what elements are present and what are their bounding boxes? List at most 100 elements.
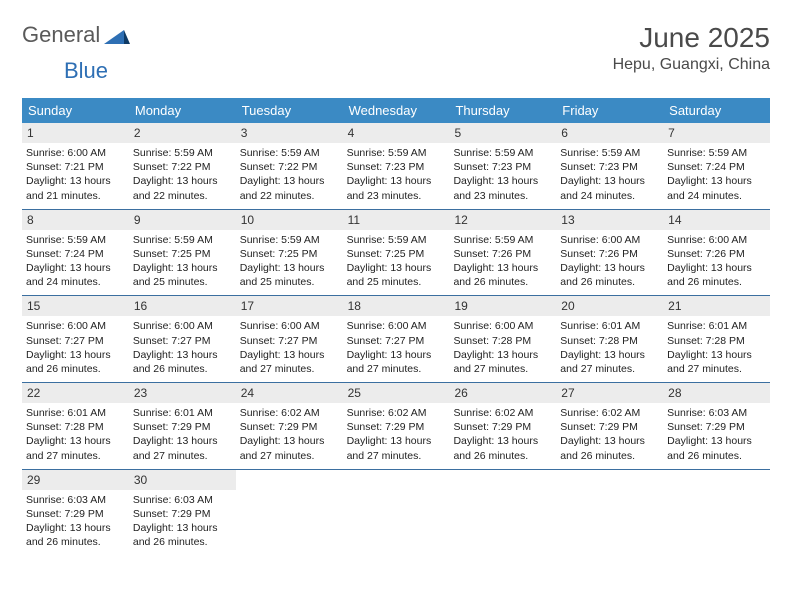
calendar-cell: 26Sunrise: 6:02 AMSunset: 7:29 PMDayligh…	[449, 383, 556, 469]
calendar-cell: 7Sunrise: 5:59 AMSunset: 7:24 PMDaylight…	[663, 123, 770, 209]
day-number: 21	[663, 296, 770, 316]
calendar: SundayMondayTuesdayWednesdayThursdayFrid…	[22, 98, 770, 555]
day-number: 22	[22, 383, 129, 403]
day-number: 27	[556, 383, 663, 403]
day-details: Sunrise: 5:59 AMSunset: 7:26 PMDaylight:…	[449, 230, 556, 290]
day-details: Sunrise: 6:01 AMSunset: 7:29 PMDaylight:…	[129, 403, 236, 463]
day-of-week-header: Friday	[556, 98, 663, 123]
calendar-week: 1Sunrise: 6:00 AMSunset: 7:21 PMDaylight…	[22, 123, 770, 210]
calendar-week: 29Sunrise: 6:03 AMSunset: 7:29 PMDayligh…	[22, 470, 770, 556]
day-details: Sunrise: 6:00 AMSunset: 7:28 PMDaylight:…	[449, 316, 556, 376]
calendar-cell: .....	[556, 470, 663, 556]
day-details: Sunrise: 5:59 AMSunset: 7:23 PMDaylight:…	[556, 143, 663, 203]
calendar-cell: 5Sunrise: 5:59 AMSunset: 7:23 PMDaylight…	[449, 123, 556, 209]
day-number: 8	[22, 210, 129, 230]
day-number: 3	[236, 123, 343, 143]
calendar-cell: 27Sunrise: 6:02 AMSunset: 7:29 PMDayligh…	[556, 383, 663, 469]
day-number: 2	[129, 123, 236, 143]
day-details: Sunrise: 6:01 AMSunset: 7:28 PMDaylight:…	[663, 316, 770, 376]
day-details: Sunrise: 6:02 AMSunset: 7:29 PMDaylight:…	[343, 403, 450, 463]
day-number: 5	[449, 123, 556, 143]
brand-logo: General	[22, 22, 130, 48]
day-details: Sunrise: 6:01 AMSunset: 7:28 PMDaylight:…	[22, 403, 129, 463]
day-number: 23	[129, 383, 236, 403]
day-details: Sunrise: 5:59 AMSunset: 7:25 PMDaylight:…	[236, 230, 343, 290]
day-number: 4	[343, 123, 450, 143]
calendar-cell: 2Sunrise: 5:59 AMSunset: 7:22 PMDaylight…	[129, 123, 236, 209]
day-details: Sunrise: 5:59 AMSunset: 7:22 PMDaylight:…	[129, 143, 236, 203]
calendar-cell: .....	[449, 470, 556, 556]
calendar-cell: 23Sunrise: 6:01 AMSunset: 7:29 PMDayligh…	[129, 383, 236, 469]
calendar-cell: 3Sunrise: 5:59 AMSunset: 7:22 PMDaylight…	[236, 123, 343, 209]
calendar-cell: 6Sunrise: 5:59 AMSunset: 7:23 PMDaylight…	[556, 123, 663, 209]
day-of-week-header: Tuesday	[236, 98, 343, 123]
calendar-cell: 22Sunrise: 6:01 AMSunset: 7:28 PMDayligh…	[22, 383, 129, 469]
day-number: 6	[556, 123, 663, 143]
calendar-cell: 20Sunrise: 6:01 AMSunset: 7:28 PMDayligh…	[556, 296, 663, 382]
title-location: Hepu, Guangxi, China	[613, 56, 770, 74]
day-details: Sunrise: 6:02 AMSunset: 7:29 PMDaylight:…	[236, 403, 343, 463]
day-number: 1	[22, 123, 129, 143]
calendar-cell: 14Sunrise: 6:00 AMSunset: 7:26 PMDayligh…	[663, 210, 770, 296]
day-details: Sunrise: 6:02 AMSunset: 7:29 PMDaylight:…	[556, 403, 663, 463]
day-number: 18	[343, 296, 450, 316]
day-of-week-header: Sunday	[22, 98, 129, 123]
calendar-cell: .....	[343, 470, 450, 556]
brand-word-general: General	[22, 22, 100, 48]
day-number: 14	[663, 210, 770, 230]
calendar-cell: 12Sunrise: 5:59 AMSunset: 7:26 PMDayligh…	[449, 210, 556, 296]
calendar-cell: 1Sunrise: 6:00 AMSunset: 7:21 PMDaylight…	[22, 123, 129, 209]
day-details: Sunrise: 5:59 AMSunset: 7:25 PMDaylight:…	[129, 230, 236, 290]
calendar-week: 22Sunrise: 6:01 AMSunset: 7:28 PMDayligh…	[22, 383, 770, 470]
day-of-week-row: SundayMondayTuesdayWednesdayThursdayFrid…	[22, 98, 770, 123]
day-number: 29	[22, 470, 129, 490]
calendar-cell: 8Sunrise: 5:59 AMSunset: 7:24 PMDaylight…	[22, 210, 129, 296]
calendar-cell: 13Sunrise: 6:00 AMSunset: 7:26 PMDayligh…	[556, 210, 663, 296]
day-details: Sunrise: 6:00 AMSunset: 7:26 PMDaylight:…	[556, 230, 663, 290]
day-details: Sunrise: 6:00 AMSunset: 7:26 PMDaylight:…	[663, 230, 770, 290]
calendar-cell: 16Sunrise: 6:00 AMSunset: 7:27 PMDayligh…	[129, 296, 236, 382]
calendar-cell: 10Sunrise: 5:59 AMSunset: 7:25 PMDayligh…	[236, 210, 343, 296]
title-block: June 2025 Hepu, Guangxi, China	[613, 22, 770, 74]
day-number: 20	[556, 296, 663, 316]
day-details: Sunrise: 6:01 AMSunset: 7:28 PMDaylight:…	[556, 316, 663, 376]
day-details: Sunrise: 5:59 AMSunset: 7:24 PMDaylight:…	[22, 230, 129, 290]
day-number: 13	[556, 210, 663, 230]
calendar-cell: 25Sunrise: 6:02 AMSunset: 7:29 PMDayligh…	[343, 383, 450, 469]
calendar-cell: 28Sunrise: 6:03 AMSunset: 7:29 PMDayligh…	[663, 383, 770, 469]
day-details: Sunrise: 6:03 AMSunset: 7:29 PMDaylight:…	[663, 403, 770, 463]
day-of-week-header: Saturday	[663, 98, 770, 123]
title-month: June 2025	[613, 22, 770, 54]
day-details: Sunrise: 5:59 AMSunset: 7:23 PMDaylight:…	[449, 143, 556, 203]
day-number: 9	[129, 210, 236, 230]
calendar-week: 8Sunrise: 5:59 AMSunset: 7:24 PMDaylight…	[22, 210, 770, 297]
day-details: Sunrise: 6:00 AMSunset: 7:27 PMDaylight:…	[129, 316, 236, 376]
day-number: 10	[236, 210, 343, 230]
day-number: 15	[22, 296, 129, 316]
day-details: Sunrise: 5:59 AMSunset: 7:23 PMDaylight:…	[343, 143, 450, 203]
calendar-cell: 4Sunrise: 5:59 AMSunset: 7:23 PMDaylight…	[343, 123, 450, 209]
day-details: Sunrise: 6:00 AMSunset: 7:27 PMDaylight:…	[236, 316, 343, 376]
day-details: Sunrise: 6:00 AMSunset: 7:27 PMDaylight:…	[22, 316, 129, 376]
calendar-cell: 17Sunrise: 6:00 AMSunset: 7:27 PMDayligh…	[236, 296, 343, 382]
day-number: 17	[236, 296, 343, 316]
day-number: 26	[449, 383, 556, 403]
calendar-cell: .....	[236, 470, 343, 556]
day-number: 19	[449, 296, 556, 316]
day-number: 12	[449, 210, 556, 230]
day-number: 30	[129, 470, 236, 490]
calendar-cell: 18Sunrise: 6:00 AMSunset: 7:27 PMDayligh…	[343, 296, 450, 382]
calendar-cell: 21Sunrise: 6:01 AMSunset: 7:28 PMDayligh…	[663, 296, 770, 382]
day-details: Sunrise: 6:00 AMSunset: 7:21 PMDaylight:…	[22, 143, 129, 203]
calendar-cell: 24Sunrise: 6:02 AMSunset: 7:29 PMDayligh…	[236, 383, 343, 469]
day-details: Sunrise: 6:02 AMSunset: 7:29 PMDaylight:…	[449, 403, 556, 463]
calendar-week: 15Sunrise: 6:00 AMSunset: 7:27 PMDayligh…	[22, 296, 770, 383]
calendar-cell: 29Sunrise: 6:03 AMSunset: 7:29 PMDayligh…	[22, 470, 129, 556]
day-of-week-header: Monday	[129, 98, 236, 123]
calendar-cell: 30Sunrise: 6:03 AMSunset: 7:29 PMDayligh…	[129, 470, 236, 556]
day-details: Sunrise: 6:03 AMSunset: 7:29 PMDaylight:…	[129, 490, 236, 550]
day-details: Sunrise: 6:00 AMSunset: 7:27 PMDaylight:…	[343, 316, 450, 376]
day-of-week-header: Thursday	[449, 98, 556, 123]
day-number: 7	[663, 123, 770, 143]
day-number: 24	[236, 383, 343, 403]
